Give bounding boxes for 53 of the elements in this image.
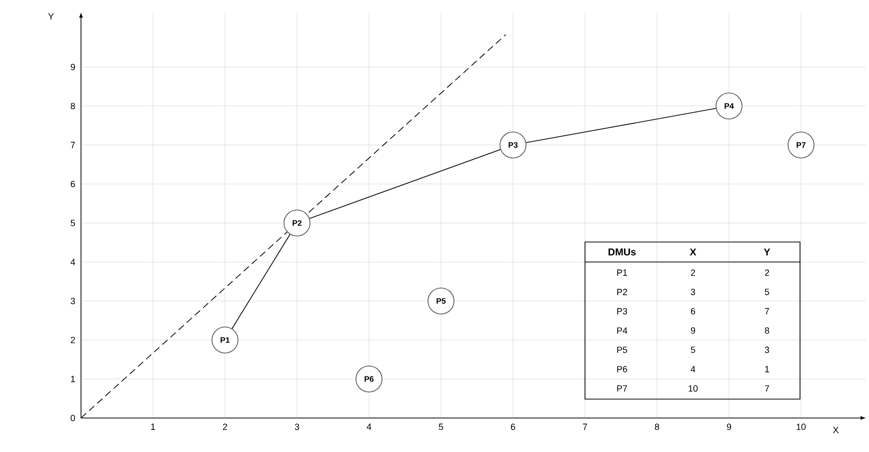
annotation: 2	[764, 270, 770, 276]
annotation: Y	[764, 248, 770, 256]
point	[716, 92, 742, 120]
annotation: P5	[617, 346, 628, 353]
y-tick-label: 6	[70, 180, 75, 188]
annotation: 4	[690, 366, 696, 372]
x-tick-label: 10	[796, 424, 806, 430]
point	[356, 366, 382, 392]
x-tick-label: 1	[151, 424, 156, 430]
y-tick-label: 9	[70, 64, 75, 70]
point	[284, 210, 310, 236]
y-tick-label: 4	[70, 258, 76, 266]
annotation: P4	[617, 327, 628, 334]
x-tick-label: 9	[726, 424, 732, 430]
x-tick-label: 5	[438, 424, 444, 430]
point	[428, 288, 454, 314]
annotation: 7	[764, 385, 770, 392]
x-tick-label: 2	[222, 424, 228, 430]
annotation: 5	[764, 288, 770, 296]
annotation: P3	[617, 308, 628, 314]
y-tick-label: 8	[70, 102, 75, 110]
y-tick-label: 3	[70, 298, 75, 304]
point	[788, 132, 814, 158]
y-tick-label: 2	[70, 336, 75, 344]
y-tick-label: 7	[70, 142, 75, 148]
annotation: X	[690, 248, 696, 256]
annotation: P2	[617, 288, 628, 296]
x-tick-label: 8	[654, 424, 660, 430]
x-tick-label: 7	[582, 424, 588, 430]
annotation: P7	[617, 385, 628, 392]
annotation: 10	[688, 385, 698, 392]
annotation: 2	[690, 270, 696, 276]
x-tick-label: 6	[510, 424, 516, 430]
annotation: 6	[690, 308, 696, 314]
annotation: 1	[765, 366, 770, 372]
y-tick-label: 0	[70, 414, 76, 422]
x-tick-label: 3	[294, 424, 300, 430]
x-axis-title: X	[833, 426, 839, 434]
y-tick-label: 5	[70, 220, 75, 226]
annotation: 8	[764, 327, 770, 334]
annotation: 3	[690, 288, 696, 296]
point	[500, 132, 526, 158]
annotation: 7	[764, 308, 770, 314]
annotation: DMUs	[608, 248, 636, 256]
annotation: 5	[690, 346, 696, 353]
y-axis-title: Y	[48, 13, 54, 20]
x-tick-label: 4	[366, 424, 372, 430]
annotation: 9	[690, 327, 696, 334]
annotation: 3	[764, 346, 770, 354]
annotation: P6	[617, 366, 628, 372]
y-tick-label: 1	[71, 376, 75, 382]
point	[212, 326, 238, 354]
annotation: P1	[617, 270, 628, 276]
